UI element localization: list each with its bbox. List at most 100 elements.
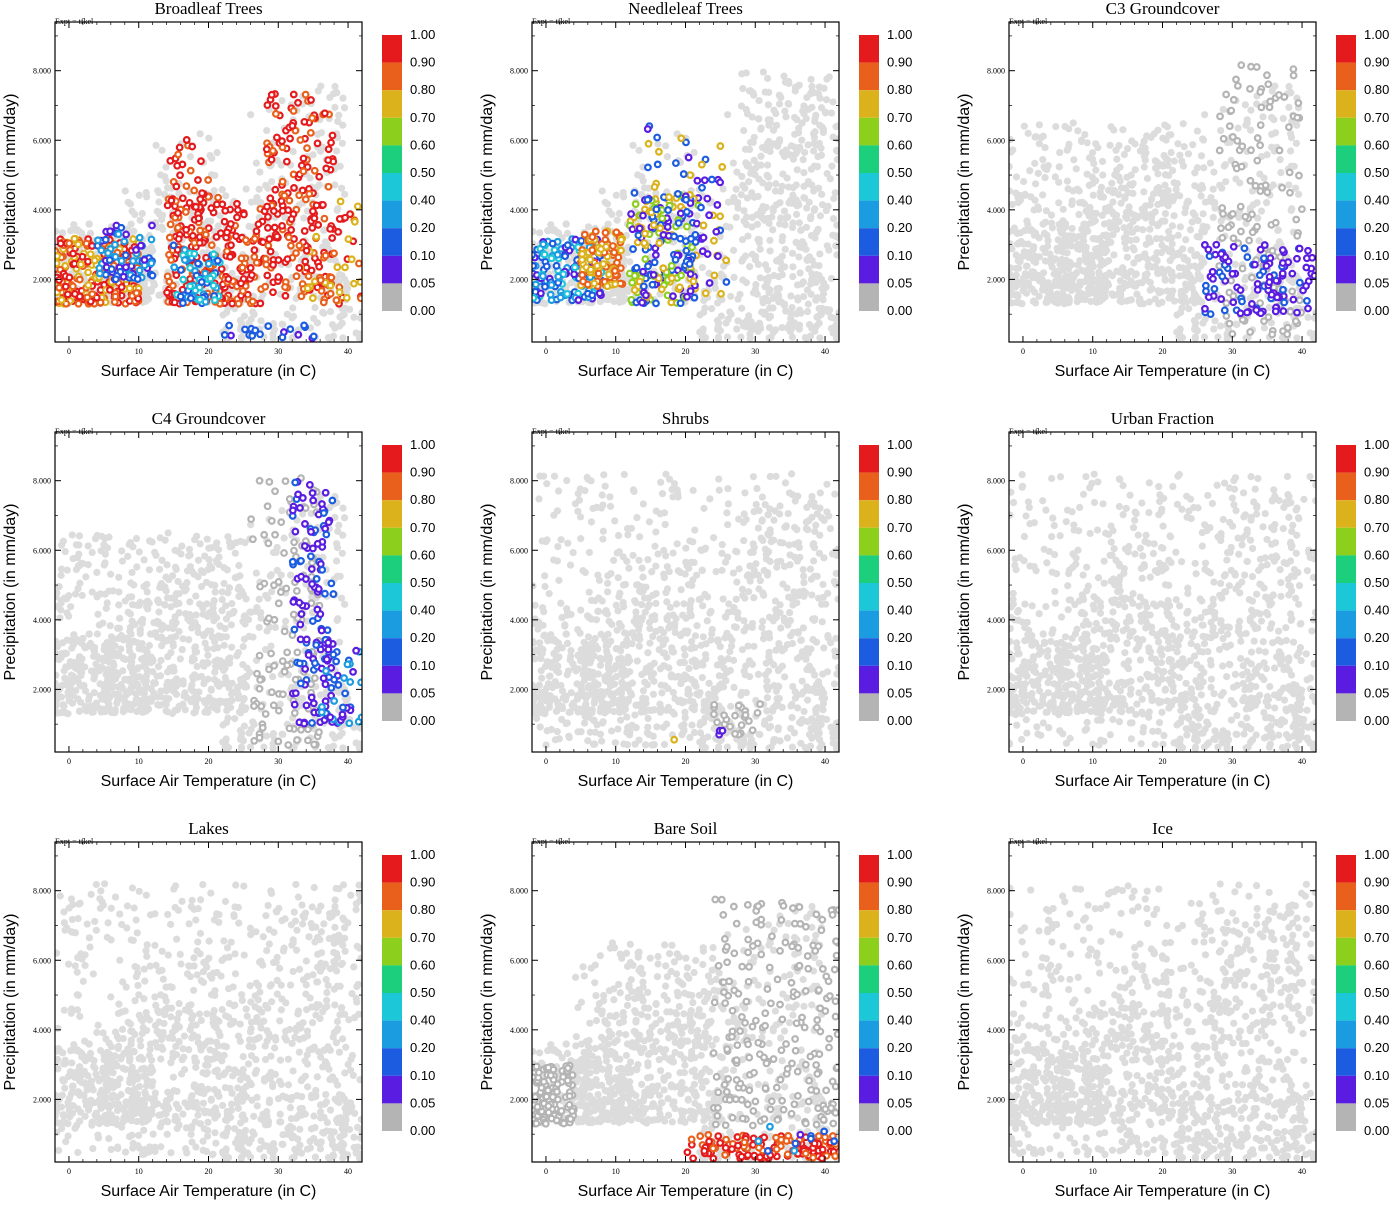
scatter-point-empty [278, 321, 285, 328]
scatter-point [305, 286, 311, 292]
scatter-point [542, 252, 548, 258]
scatter-point [701, 223, 707, 229]
scatter-point [174, 272, 180, 278]
scatter-point-empty [662, 142, 669, 149]
scatter-point-empty [828, 275, 835, 282]
scatter-point-empty [751, 194, 758, 201]
scatter-point [274, 234, 280, 240]
scatter-point [309, 115, 315, 121]
scatter-point-empty [755, 97, 762, 104]
scatter-point-empty [239, 661, 246, 668]
scatter-point [273, 111, 279, 117]
scatter-point [618, 237, 624, 243]
scatter-point [1238, 62, 1244, 68]
scatter-point [671, 234, 677, 240]
scatter-point-empty [1020, 178, 1027, 185]
scatter-point-empty [728, 311, 735, 318]
scatter-point-empty [1154, 127, 1161, 134]
scatter-point-empty [1169, 197, 1176, 204]
scatter-point-empty [787, 328, 794, 335]
colorbar-label: 1.00 [1364, 27, 1389, 42]
scatter-point-empty [769, 304, 776, 311]
scatter-point-empty [326, 94, 333, 101]
scatter-point [1208, 311, 1214, 317]
x-tick-label: 20 [682, 347, 690, 356]
scatter-point-empty [1080, 221, 1087, 228]
scatter-point-empty [1013, 173, 1020, 180]
scatter-point [252, 236, 258, 242]
scatter-point-empty [815, 262, 822, 269]
scatter-point [291, 92, 297, 98]
scatter-point-empty [1142, 271, 1149, 278]
scatter-point-empty [1052, 123, 1059, 130]
scatter-point-empty [696, 311, 703, 318]
scatter-point [1218, 251, 1224, 257]
scatter-point [327, 226, 333, 232]
scatter-point [1259, 105, 1265, 111]
scatter-point [628, 211, 634, 217]
scatter-point [1249, 301, 1255, 307]
scatter-point-empty [1142, 156, 1149, 163]
scatter-point-empty [219, 311, 226, 318]
scatter-point-empty [702, 334, 709, 341]
scatter-point [309, 268, 315, 274]
scatter-point [642, 231, 648, 237]
scatter-point-empty [1023, 217, 1030, 224]
scatter-point [226, 323, 232, 329]
scatter-point [171, 265, 177, 271]
colorbar-label: 0.80 [1364, 82, 1389, 97]
colorbar-label: 0.00 [410, 303, 435, 318]
points-layer [529, 68, 843, 342]
scatter-point [301, 156, 307, 162]
colorbar-label: 0.90 [410, 55, 435, 70]
y-tick-label: 6.000 [987, 136, 1005, 145]
scatter-point-empty [1159, 189, 1166, 196]
scatter-point-empty [1032, 299, 1039, 306]
scatter-point-empty [765, 101, 772, 108]
scatter-point [134, 290, 140, 296]
scatter-point [269, 92, 275, 98]
scatter-point-empty [795, 125, 802, 132]
x-tick-label: 0 [544, 347, 548, 356]
scatter-point [1253, 307, 1259, 313]
scatter-point-empty [1241, 276, 1248, 283]
scatter-point [328, 291, 334, 297]
scatter-point-empty [1194, 164, 1201, 171]
scatter-point [1220, 211, 1226, 217]
scatter-point-empty [1218, 185, 1225, 192]
scatter-point-empty [779, 183, 786, 190]
scatter-point-empty [136, 192, 143, 199]
colorbar-swatch [859, 118, 879, 146]
scatter-point [228, 333, 234, 339]
scatter-point [123, 252, 129, 258]
scatter-point-empty [159, 226, 166, 233]
scatter-point-empty [1050, 297, 1057, 304]
scatter-point-empty [1029, 274, 1036, 281]
scatter-point [605, 283, 611, 289]
scatter-point-empty [1124, 145, 1131, 152]
scatter-point [699, 162, 705, 168]
x-tick-label: 0 [1021, 347, 1025, 356]
scatter-point-empty [1129, 229, 1136, 236]
scatter-point-empty [338, 595, 345, 602]
scatter-point-empty [739, 276, 746, 283]
scatter-point [174, 184, 180, 190]
scatter-point [107, 228, 113, 234]
scatter-point [85, 270, 91, 276]
scatter-point [650, 282, 656, 288]
scatter-point-empty [1156, 289, 1163, 296]
scatter-point [188, 168, 194, 174]
scatter-point-empty [1043, 232, 1050, 239]
scatter-point [199, 190, 205, 196]
scatter-point [1228, 108, 1234, 114]
scatter-point-empty [793, 310, 800, 317]
scatter-point [296, 192, 302, 198]
scatter-point [168, 222, 174, 228]
scatter-point-empty [1152, 256, 1159, 263]
scatter-point-empty [1128, 278, 1135, 285]
scatter-point [59, 297, 65, 303]
scatter-point [1248, 147, 1254, 153]
scatter-point [1239, 164, 1245, 170]
scatter-point [168, 257, 174, 263]
